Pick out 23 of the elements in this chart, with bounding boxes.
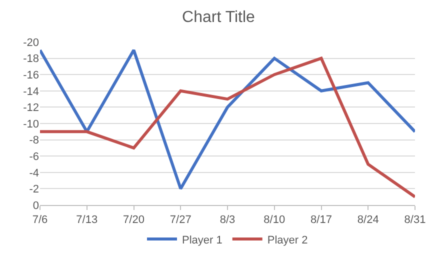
- y-tick-label: -10: [23, 118, 39, 130]
- x-tick-label: 7/27: [170, 214, 192, 226]
- x-tick-label: 8/24: [357, 214, 379, 226]
- x-tick-label: 7/20: [123, 214, 144, 226]
- y-tick-label: 0: [32, 200, 39, 212]
- y-tick-label: -16: [23, 69, 39, 82]
- x-tick-label: 8/3: [220, 214, 236, 226]
- legend-label: Player 1: [182, 234, 222, 246]
- y-tick-label: -6: [29, 150, 39, 163]
- x-tick-label: 8/17: [310, 214, 332, 226]
- y-tick-label: -4: [29, 167, 39, 180]
- x-tick-label: 7/6: [32, 214, 48, 226]
- y-tick-label: -2: [29, 184, 39, 196]
- y-tick-label: -8: [29, 134, 39, 147]
- x-tick-label: 8/10: [264, 214, 286, 226]
- x-tick-label: 7/13: [76, 214, 98, 226]
- y-tick-label: -18: [23, 53, 39, 66]
- y-tick-label: -12: [23, 102, 39, 114]
- chart-title: Chart Title: [182, 8, 256, 26]
- legend-label: Player 2: [267, 234, 308, 246]
- x-tick-label: 8/31: [404, 214, 426, 226]
- y-tick-label: -14: [23, 86, 39, 98]
- y-tick-label: -20: [23, 36, 39, 49]
